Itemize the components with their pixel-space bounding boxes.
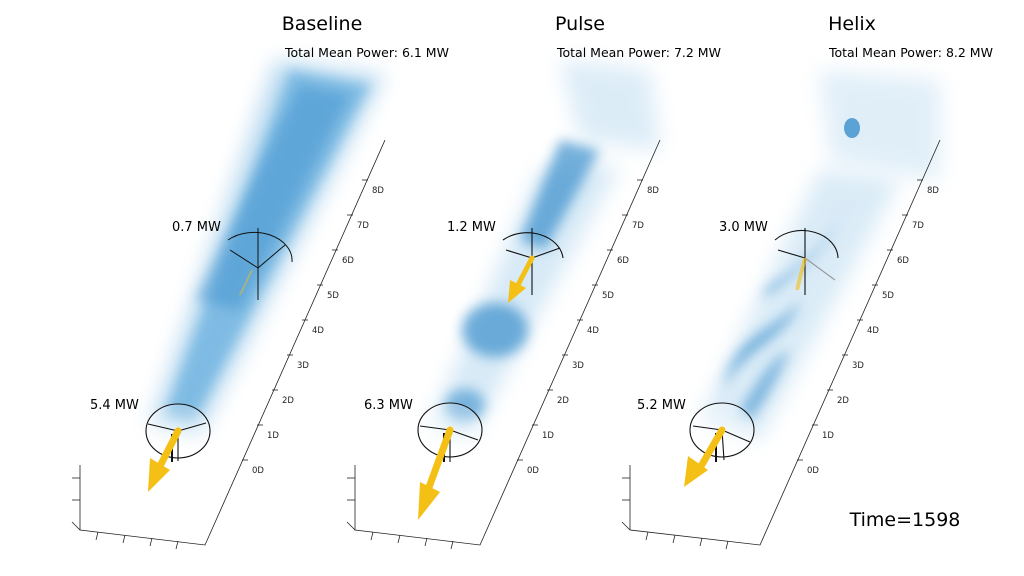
axis-tick-labels-helix: 0D 1D 2D 3D 4D 5D 6D 7D 8D	[807, 186, 939, 476]
axis-tick-labels-pulse: 0D 1D 2D 3D 4D 5D 6D 7D 8D	[527, 186, 659, 476]
wake-plume-helix	[700, 70, 940, 440]
panel-title: Pulse	[555, 13, 605, 35]
axis-ticks-helix	[622, 179, 923, 550]
wind-arrow-downstream-baseline	[239, 269, 253, 296]
wind-arrow-baseline	[148, 427, 182, 492]
downstream-turbine-power: 1.2 MW	[447, 220, 496, 235]
panel-pulse: 0D 1D 2D 3D 4D 5D 6D 7D 8D Pulse Total Mean Powe…	[346, 13, 721, 550]
panel-title: Baseline	[282, 13, 363, 35]
axis-tick-label: 2D	[557, 396, 569, 406]
axis-box-baseline	[71, 139, 386, 546]
time-label: Time=1598	[849, 509, 961, 531]
axis-tick-label: 1D	[267, 431, 279, 441]
axis-box-helix	[621, 139, 941, 546]
axis-tick-label: 0D	[527, 466, 539, 476]
wind-arrow-pulse	[418, 426, 454, 520]
wake-plume-baseline	[150, 60, 385, 435]
axis-tick-label: 8D	[372, 186, 384, 196]
axis-tick-label: 7D	[632, 221, 644, 231]
axis-tick-label: 2D	[837, 396, 849, 406]
downstream-turbine-power: 3.0 MW	[719, 220, 768, 235]
axis-tick-label: 3D	[852, 361, 864, 371]
total-mean-power: Total Mean Power: 6.1 MW	[284, 45, 449, 60]
axis-tick-label: 2D	[282, 396, 294, 406]
total-mean-power: Total Mean Power: 7.2 MW	[556, 45, 721, 60]
axis-tick-label: 7D	[357, 221, 369, 231]
upstream-turbine-power: 5.2 MW	[637, 398, 686, 413]
axis-tick-label: 3D	[297, 361, 309, 371]
axis-tick-label: 5D	[602, 291, 614, 301]
wind-arrow-helix	[684, 426, 726, 487]
axis-tick-label: 4D	[867, 326, 879, 336]
wind-arrow-downstream-helix	[795, 257, 807, 291]
axis-tick-label: 5D	[327, 291, 339, 301]
wind-arrow-downstream-pulse	[508, 255, 535, 303]
axis-tick-label: 1D	[542, 431, 554, 441]
axis-tick-label: 4D	[587, 326, 599, 336]
wake-plume-pulse	[430, 60, 660, 440]
panel-title: Helix	[828, 13, 876, 35]
axis-tick-label: 0D	[252, 466, 264, 476]
axis-tick-label: 6D	[342, 256, 354, 266]
upstream-turbine-power: 5.4 MW	[90, 398, 139, 413]
axis-tick-label: 1D	[822, 431, 834, 441]
turbine-downstream-baseline	[227, 228, 293, 300]
axis-tick-label: 8D	[647, 186, 659, 196]
downstream-turbine-power: 0.7 MW	[172, 220, 221, 235]
panel-baseline: 0D 1D 2D 3D 4D 5D 6D 7D 8D Baseline Total Mean P…	[71, 13, 449, 550]
panel-helix: 0D 1D 2D 3D 4D 5D 6D 7D 8D Helix Total Mean Powe…	[621, 13, 993, 550]
total-mean-power: Total Mean Power: 8.2 MW	[828, 45, 993, 60]
axis-ticks-pulse	[347, 179, 643, 550]
upstream-turbine-power: 6.3 MW	[364, 398, 413, 413]
axis-tick-label: 5D	[882, 291, 894, 301]
axis-tick-label: 4D	[312, 326, 324, 336]
axis-tick-label: 6D	[617, 256, 629, 266]
axis-tick-label: 0D	[807, 466, 819, 476]
axis-tick-label: 6D	[897, 256, 909, 266]
axis-box-pulse	[346, 139, 661, 546]
axis-tick-label: 3D	[572, 361, 584, 371]
axis-tick-labels-baseline: 0D 1D 2D 3D 4D 5D 6D 7D 8D	[252, 186, 384, 476]
axis-ticks-baseline	[72, 179, 368, 550]
axis-tick-label: 8D	[927, 186, 939, 196]
axis-tick-label: 7D	[912, 221, 924, 231]
